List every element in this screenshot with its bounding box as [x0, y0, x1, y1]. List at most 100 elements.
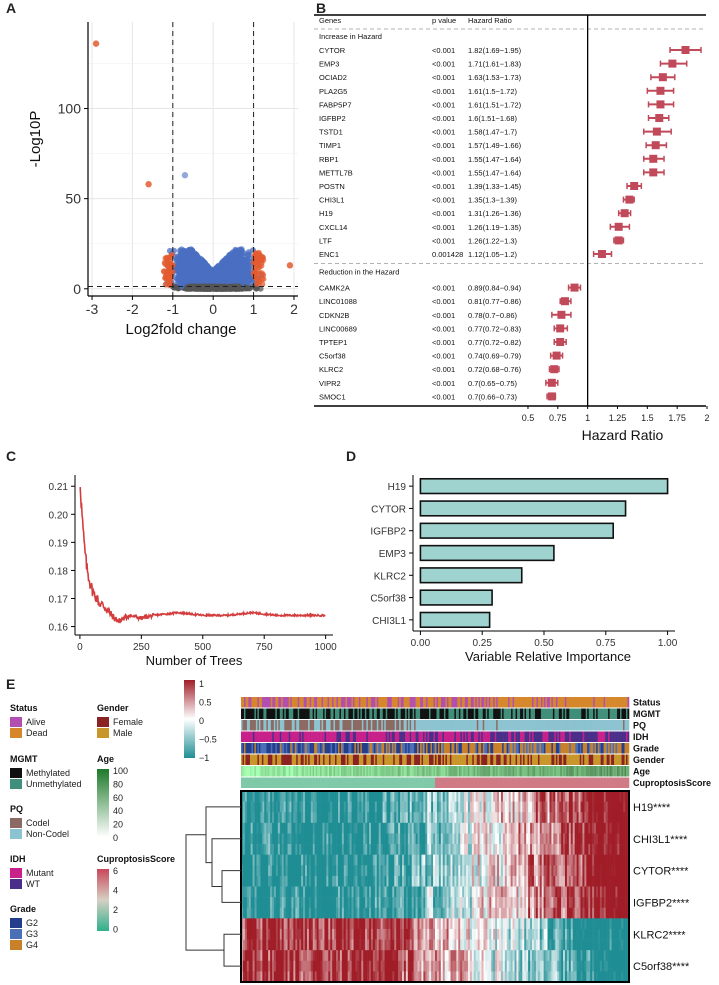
- annotation-cell: [473, 754, 476, 765]
- annotation-cell: [436, 754, 439, 765]
- annotation-cell: [326, 731, 328, 742]
- annotation-cell: [464, 708, 467, 719]
- annotation-cell: [279, 731, 282, 742]
- annotation-cell: [261, 731, 264, 742]
- annotation-cell: [621, 697, 624, 708]
- annotation-cell: [573, 708, 576, 719]
- annotation-cell: [252, 697, 255, 708]
- annotation-cell: [345, 731, 348, 742]
- gene-point: [220, 258, 227, 265]
- annotation-cell: [320, 697, 322, 708]
- annotation-cell: [330, 731, 333, 742]
- annotation-cell: [473, 731, 476, 742]
- annotation-cell: [299, 754, 301, 765]
- gene-point: [184, 257, 191, 264]
- annotation-cell: [463, 720, 466, 731]
- annotation-cell: [406, 720, 409, 731]
- annotation-cell: [493, 743, 495, 754]
- annotation-cell: [400, 708, 403, 719]
- annotation-cell: [560, 731, 563, 742]
- hr-marker: [552, 351, 561, 360]
- annotation-cell: [272, 720, 275, 731]
- annotation-cell: [546, 720, 549, 731]
- grade-legend-label: G2: [26, 918, 38, 928]
- annotation-cell: [542, 731, 545, 742]
- annotation-cell: [346, 720, 349, 731]
- mgmt-legend-title: MGMT: [10, 754, 38, 764]
- annotation-cell: [532, 720, 534, 731]
- annotation-cell: [403, 743, 406, 754]
- annotation-cell: [566, 754, 569, 765]
- annotation-cell: [299, 731, 301, 742]
- annotation-cell: [484, 720, 487, 731]
- hr-label: 0.78(0.7−0.86): [468, 311, 517, 320]
- annotation-cell: [440, 743, 443, 754]
- annotation-cell: [546, 697, 549, 708]
- annotation-cell: [290, 754, 293, 765]
- annotation-cell: [517, 731, 519, 742]
- annotation-cell: [243, 708, 246, 719]
- annotation-cell: [264, 754, 267, 765]
- annotation-cell: [342, 720, 345, 731]
- hr-label: 1.35(1.3−1.39): [468, 196, 517, 205]
- gene-label: TSTD1: [319, 128, 343, 137]
- annotation-cell: [320, 754, 322, 765]
- annotation-cell: [452, 708, 455, 719]
- annotation-cell: [264, 708, 267, 719]
- annotation-cell: [527, 720, 530, 731]
- hr-marker: [668, 59, 677, 68]
- annotation-cell: [417, 697, 419, 708]
- annotation-cell: [327, 697, 330, 708]
- annotation-cell: [542, 720, 545, 731]
- gene-point: [201, 284, 208, 291]
- annotation-cell: [578, 754, 581, 765]
- annotation-cell: [623, 720, 625, 731]
- annotation-cell: [515, 720, 518, 731]
- annotation-cell: [469, 754, 472, 765]
- annotation-cell: [487, 743, 490, 754]
- hr-label: 1.31(1.26−1.36): [468, 209, 522, 218]
- age-legend-title: Age: [97, 754, 114, 764]
- annotation-cell: [278, 743, 281, 754]
- annotation-cell: [505, 697, 507, 708]
- annotation-cell: [305, 766, 307, 777]
- annotation-cell: [426, 754, 428, 765]
- annotation-cell: [379, 697, 382, 708]
- annotation-cell: [511, 754, 513, 765]
- y-tick-label: 100: [58, 101, 82, 117]
- annotation-cell: [499, 754, 501, 765]
- gene-point: [252, 274, 259, 281]
- annotation-cell: [602, 708, 604, 719]
- annotation-cell: [417, 720, 419, 731]
- annotation-cell: [514, 731, 516, 742]
- annotation-cell: [618, 720, 621, 731]
- annotation-cell: [324, 731, 327, 742]
- annotation-cell: [561, 708, 564, 719]
- pvalue-label: 0.001428: [432, 250, 463, 259]
- annotation-cell: [318, 708, 321, 719]
- gene-point: [236, 246, 243, 253]
- annotation-cell: [478, 697, 481, 708]
- outlier-point: [145, 181, 152, 188]
- annotation-cell: [399, 697, 401, 708]
- pvalue-label: <0.001: [432, 392, 455, 401]
- annotation-cell: [420, 731, 422, 742]
- annotation-cell: [540, 720, 543, 731]
- annotation-cell: [532, 708, 534, 719]
- annotation-cell: [254, 743, 257, 754]
- annotation-cell: [279, 754, 282, 765]
- annotation-cell: [241, 708, 243, 719]
- annotation-cell: [243, 754, 246, 765]
- annotation-cell: [597, 697, 600, 708]
- annotation-cell: [485, 754, 488, 765]
- annotation-cell: [593, 697, 595, 708]
- annotation-cell: [602, 697, 604, 708]
- annotation-cell: [467, 731, 470, 742]
- annotation-cell: [433, 697, 436, 708]
- annotation-cell: [321, 766, 324, 777]
- annotation-cell: [573, 754, 576, 765]
- annotation-cell: [490, 720, 493, 731]
- annotation-cell: [481, 720, 484, 731]
- annotation-cell: [281, 754, 284, 765]
- annotation-cell: [329, 766, 331, 777]
